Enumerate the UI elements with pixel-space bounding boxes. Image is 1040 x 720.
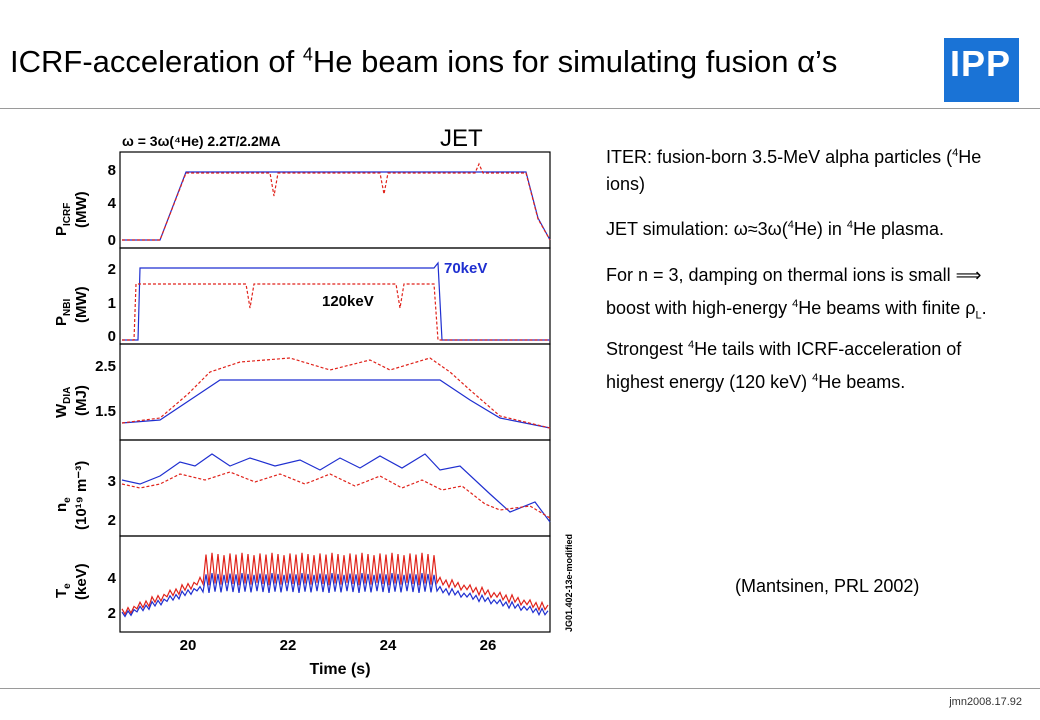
ne-blue-trace (121, 453, 551, 523)
w-dia-blue-trace (121, 379, 551, 429)
description-text: ITER: fusion-born 3.5-MeV alpha particle… (606, 144, 996, 399)
x-tick: 24 (380, 637, 397, 654)
panel-ne-frame (119, 439, 551, 537)
footer-code: jmn2008.17.92 (949, 696, 1022, 708)
p-icrf-blue-trace (122, 171, 551, 241)
figure-code: JG01.402-13e-modified (564, 534, 574, 632)
ylabel-te: Te (53, 583, 73, 598)
citation: (Mantsinen, PRL 2002) (735, 576, 920, 596)
x-axis-label: Time (s) (309, 661, 370, 678)
ylabel-p-icrf-unit: (MW) (73, 191, 90, 228)
x-tick: 22 (280, 637, 297, 654)
ylabel-p-nbi: PNBI (53, 299, 73, 326)
y-tick: 2 (108, 605, 116, 622)
te-red-trace (121, 552, 549, 616)
panel-p-icrf-frame (119, 151, 551, 249)
te-blue-trace (121, 573, 549, 618)
ne-red-trace (121, 471, 551, 519)
paragraph-jet-simulation: JET simulation: ω≈3ω(4He) in 4He plasma. (606, 219, 945, 239)
w-dia-red-trace (121, 357, 551, 429)
x-tick: 26 (480, 637, 497, 654)
ylabel-ne-unit: (10¹⁹ m⁻³) (73, 461, 90, 530)
y-tick: 1 (108, 295, 116, 312)
annotation-70kev: 70keV (444, 260, 487, 277)
y-tick: 4 (108, 570, 117, 587)
jet-figure: ω = 3ω(⁴He) 2.2T/2.2MA JET 8 4 0 2 1 0 2… (53, 125, 574, 678)
paragraph-iter: ITER: fusion-born 3.5-MeV alpha particle… (606, 147, 982, 194)
y-tick: 3 (108, 473, 116, 490)
ylabel-p-icrf: PICRF (53, 203, 73, 236)
ylabel-w-dia: WDIA (53, 387, 73, 418)
jet-label: JET (440, 125, 483, 152)
ylabel-p-nbi-unit: (MW) (73, 286, 90, 323)
y-tick: 0 (108, 328, 116, 345)
panel-w-dia-frame (119, 343, 551, 441)
x-tick: 20 (180, 637, 197, 654)
top-divider (0, 108, 1040, 109)
y-tick: 1.5 (95, 403, 116, 420)
y-tick: 8 (108, 162, 116, 179)
y-tick: 4 (108, 195, 117, 212)
y-tick: 2.5 (95, 358, 116, 375)
ylabel-w-dia-unit: (MJ) (73, 385, 90, 416)
y-tick: 0 (108, 232, 116, 249)
y-tick: 2 (108, 512, 116, 529)
paragraph-strongest-tails: Strongest 4He tails with ICRF-accelerati… (606, 339, 962, 392)
p-icrf-red-trace (122, 162, 551, 241)
ylabel-te-unit: (keV) (73, 563, 90, 600)
ylabel-ne: ne (53, 497, 73, 512)
panel-te-frame (119, 535, 551, 633)
p-nbi-red-trace (122, 283, 550, 341)
bottom-divider (0, 688, 1040, 689)
paragraph-damping: For n = 3, damping on thermal ions is sm… (606, 265, 987, 322)
ipp-logo: IPP (944, 38, 1019, 102)
page-title: ICRF-acceleration of 4He beam ions for s… (10, 44, 838, 79)
y-tick: 2 (108, 261, 116, 278)
annotation-120kev: 120keV (322, 293, 374, 310)
condition-label: ω = 3ω(⁴He) 2.2T/2.2MA (122, 133, 281, 149)
